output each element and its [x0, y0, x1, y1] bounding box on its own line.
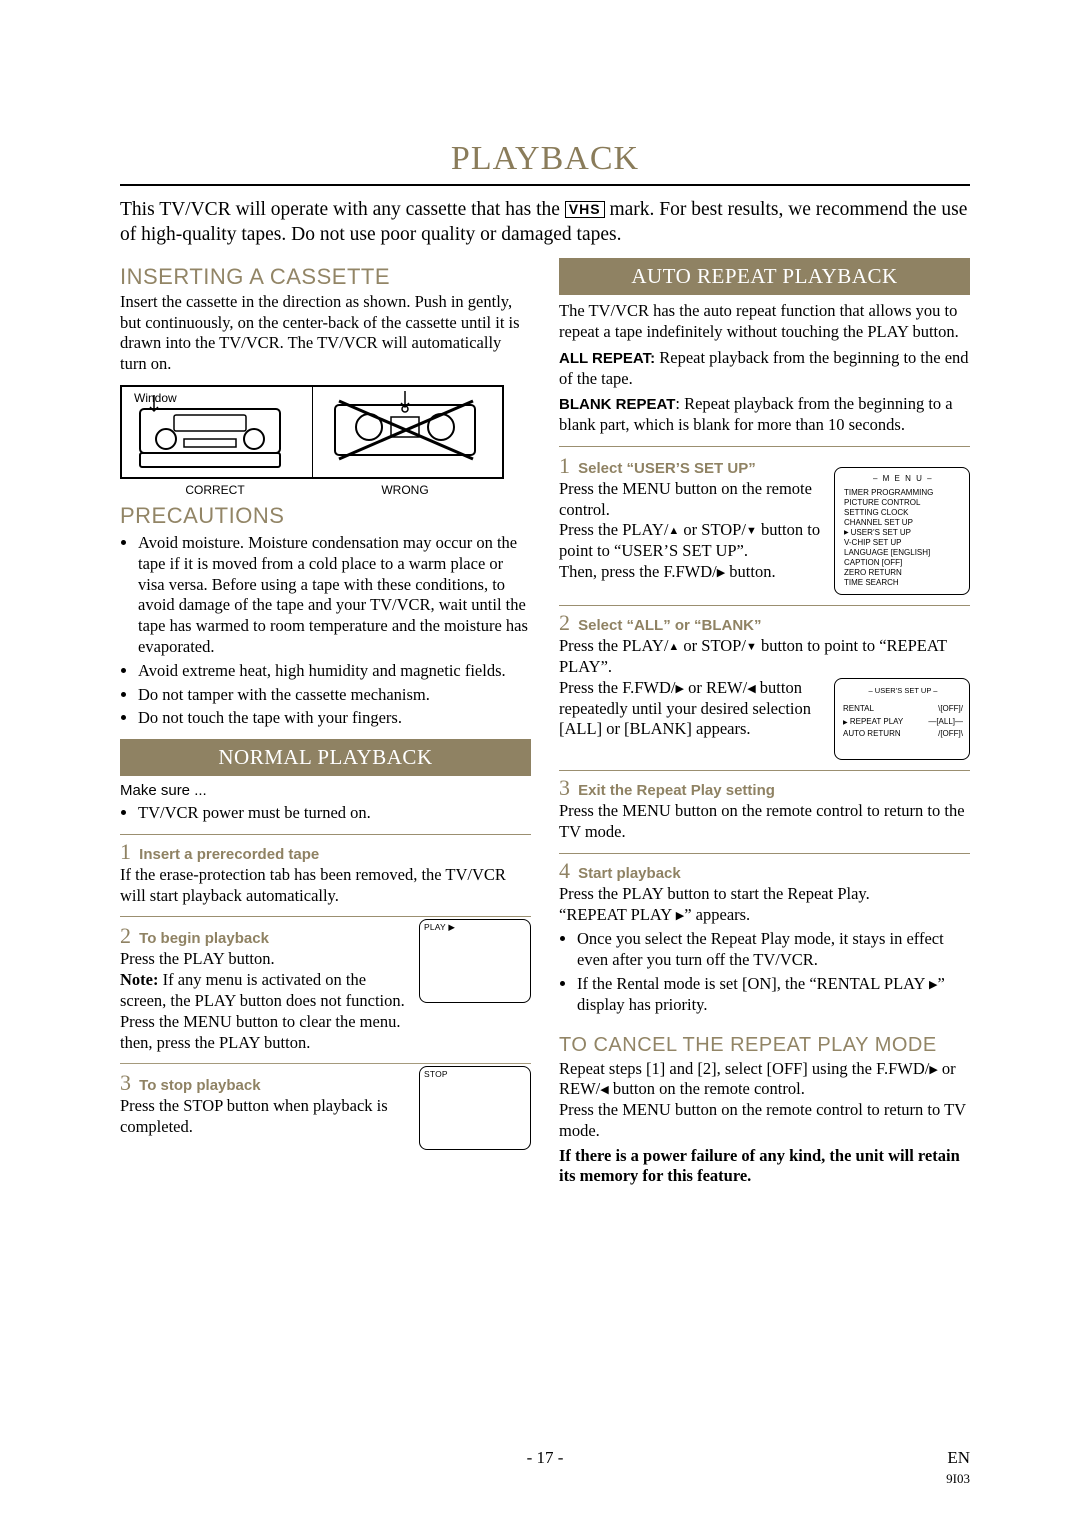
auto-intro: The TV/VCR has the auto repeat function …: [559, 301, 970, 343]
precautions-list: Avoid moisture. Moisture condensation ma…: [120, 533, 531, 729]
step1-label: Insert a prerecorded tape: [139, 846, 319, 863]
window-label: Window: [134, 391, 177, 405]
r2-l2: Press the F.FWD/▶ or REW/◀ button repeat…: [559, 678, 824, 740]
step2-l1: Press the PLAY button.: [120, 949, 407, 970]
menu-screen: – M E N U – TIMER PROGRAMMING PICTURE CO…: [834, 467, 970, 596]
menu-item: LANGUAGE [ENGLISH]: [844, 548, 962, 558]
vhs-logo: VHS: [565, 201, 605, 218]
menu-item: CHANNEL SET UP: [844, 518, 962, 528]
userset-hdr: – USER’S SET UP –: [843, 685, 963, 697]
r1-l2: Press the PLAY/▲ or STOP/▼ button to poi…: [559, 520, 824, 562]
cancel-bold: If there is a power failure of any kind,…: [559, 1146, 970, 1188]
cancel-l1: Repeat steps [1] and [2], select [OFF] u…: [559, 1059, 970, 1101]
footer-code: 9I03: [946, 1471, 970, 1486]
r2-heading: 2 Select “ALL” or “BLANK”: [559, 610, 970, 636]
r3-body: Press the MENU button on the remote cont…: [559, 801, 970, 843]
menu-item: PICTURE CONTROL: [844, 498, 962, 508]
tv-play-box: PLAY ▶: [419, 919, 531, 1003]
menu-item: TIME SEARCH: [844, 578, 962, 588]
r4-bullet: Once you select the Repeat Play mode, it…: [577, 929, 970, 971]
step2-label: To begin playback: [139, 930, 269, 947]
step-rule: [559, 446, 970, 447]
makesure-item: TV/VCR power must be turned on.: [138, 803, 531, 824]
blankrepeat-label: BLANK REPEAT: [559, 396, 675, 413]
note-body: If any menu is activated on the screen, …: [120, 970, 405, 1051]
step1-body: If the erase-protection tab has been rem…: [120, 865, 531, 907]
precaution-item: Do not touch the tape with your fingers.: [138, 708, 531, 729]
makesure-list: TV/VCR power must be turned on.: [120, 803, 531, 824]
r4-bullets: Once you select the Repeat Play mode, it…: [559, 929, 970, 1015]
blankrepeat: BLANK REPEAT: Repeat playback from the b…: [559, 394, 970, 436]
precautions-heading: PRECAUTIONS: [120, 503, 531, 529]
step-rule: [559, 770, 970, 771]
uset-val: [ALL]: [936, 717, 955, 726]
r3-heading: 3 Exit the Repeat Play setting: [559, 775, 970, 801]
r4-l1: Press the PLAY button to start the Repea…: [559, 884, 970, 905]
uset-item: AUTO RETURN: [843, 728, 901, 741]
menu-item: ZERO RETURN: [844, 568, 962, 578]
r4-heading: 4 Start playback: [559, 858, 970, 884]
normal-playback-heading: NORMAL PLAYBACK: [120, 739, 531, 776]
tv-stop-label: STOP: [424, 1069, 448, 1079]
tv-play-label: PLAY ▶: [424, 922, 455, 933]
r4-label: Start playback: [578, 865, 681, 882]
footer: - 17 - EN 9I03: [0, 1448, 1080, 1488]
menu-item: SETTING CLOCK: [844, 508, 962, 518]
intro-a: This TV/VCR will operate with any casset…: [120, 199, 565, 220]
menu-item-selected: USER’S SET UP: [844, 528, 962, 539]
uset-val: [OFF]: [940, 704, 960, 713]
userset-screen: – USER’S SET UP – RENTAL\[OFF]/ ▶ REPEAT…: [834, 678, 970, 760]
title-rule: [120, 184, 970, 186]
cancel-l2: Press the MENU button on the remote cont…: [559, 1100, 970, 1142]
page-number: - 17 -: [180, 1448, 910, 1488]
menu-hdr: – M E N U –: [844, 474, 962, 484]
tv-stop-box: STOP: [419, 1066, 531, 1150]
cancel-heading: TO CANCEL THE REPEAT PLAY MODE: [559, 1034, 970, 1057]
footer-lang: EN: [947, 1448, 970, 1467]
cassette-diagram: Window: [120, 385, 504, 479]
inserting-heading: INSERTING A CASSETTE: [120, 264, 531, 290]
step-rule: [559, 605, 970, 606]
r2-label: Select “ALL” or “BLANK”: [578, 617, 761, 634]
uset-val: [OFF]: [940, 729, 960, 738]
allrepeat: ALL REPEAT: Repeat playback from the beg…: [559, 348, 970, 390]
uset-item: RENTAL: [843, 703, 874, 716]
r4-l2: “REPEAT PLAY ▶” appears.: [559, 905, 970, 926]
step1-heading: 1 Insert a prerecorded tape: [120, 839, 531, 865]
page-title: PLAYBACK: [120, 140, 970, 178]
menu-item: TIMER PROGRAMMING: [844, 488, 962, 498]
menu-item: CAPTION [OFF]: [844, 558, 962, 568]
r2-l1: Press the PLAY/▲ or STOP/▼ button to poi…: [559, 636, 970, 678]
precaution-item: Avoid extreme heat, high humidity and ma…: [138, 661, 531, 682]
step-rule: [120, 1063, 531, 1064]
correct-label: CORRECT: [120, 483, 310, 497]
precaution-item: Avoid moisture. Moisture condensation ma…: [138, 533, 531, 658]
auto-repeat-heading: AUTO REPEAT PLAYBACK: [559, 258, 970, 295]
r1-label: Select “USER’S SET UP”: [578, 460, 756, 477]
step2-note: Note: If any menu is activated on the sc…: [120, 970, 407, 1053]
precaution-item: Do not tamper with the cassette mechanis…: [138, 685, 531, 706]
r4-bullet: If the Rental mode is set [ON], the “REN…: [577, 974, 970, 1016]
uset-item-selected: REPEAT PLAY: [850, 717, 903, 726]
makesure: Make sure ...: [120, 782, 531, 799]
r1-l3: Then, press the F.FWD/▶ button.: [559, 562, 824, 583]
r3-label: Exit the Repeat Play setting: [578, 782, 775, 799]
wrong-label: WRONG: [310, 483, 500, 497]
r1-l1: Press the MENU button on the remote cont…: [559, 479, 824, 521]
allrepeat-label: ALL REPEAT:: [559, 350, 655, 367]
step3-label: To stop playback: [139, 1077, 260, 1094]
r1-heading: 1 Select “USER’S SET UP”: [559, 453, 824, 479]
inserting-body: Insert the cassette in the direction as …: [120, 292, 531, 375]
step3-body: Press the STOP button when playback is c…: [120, 1096, 407, 1138]
step2-heading: 2 To begin playback: [120, 923, 407, 949]
step-rule: [559, 853, 970, 854]
cassette-labels: CORRECT WRONG: [120, 483, 500, 497]
step3-heading: 3 To stop playback: [120, 1070, 407, 1096]
note-label: Note:: [120, 970, 158, 989]
step-rule: [120, 834, 531, 835]
step-rule: [120, 916, 531, 917]
menu-item: V-CHIP SET UP: [844, 538, 962, 548]
intro-text: This TV/VCR will operate with any casset…: [120, 198, 970, 248]
